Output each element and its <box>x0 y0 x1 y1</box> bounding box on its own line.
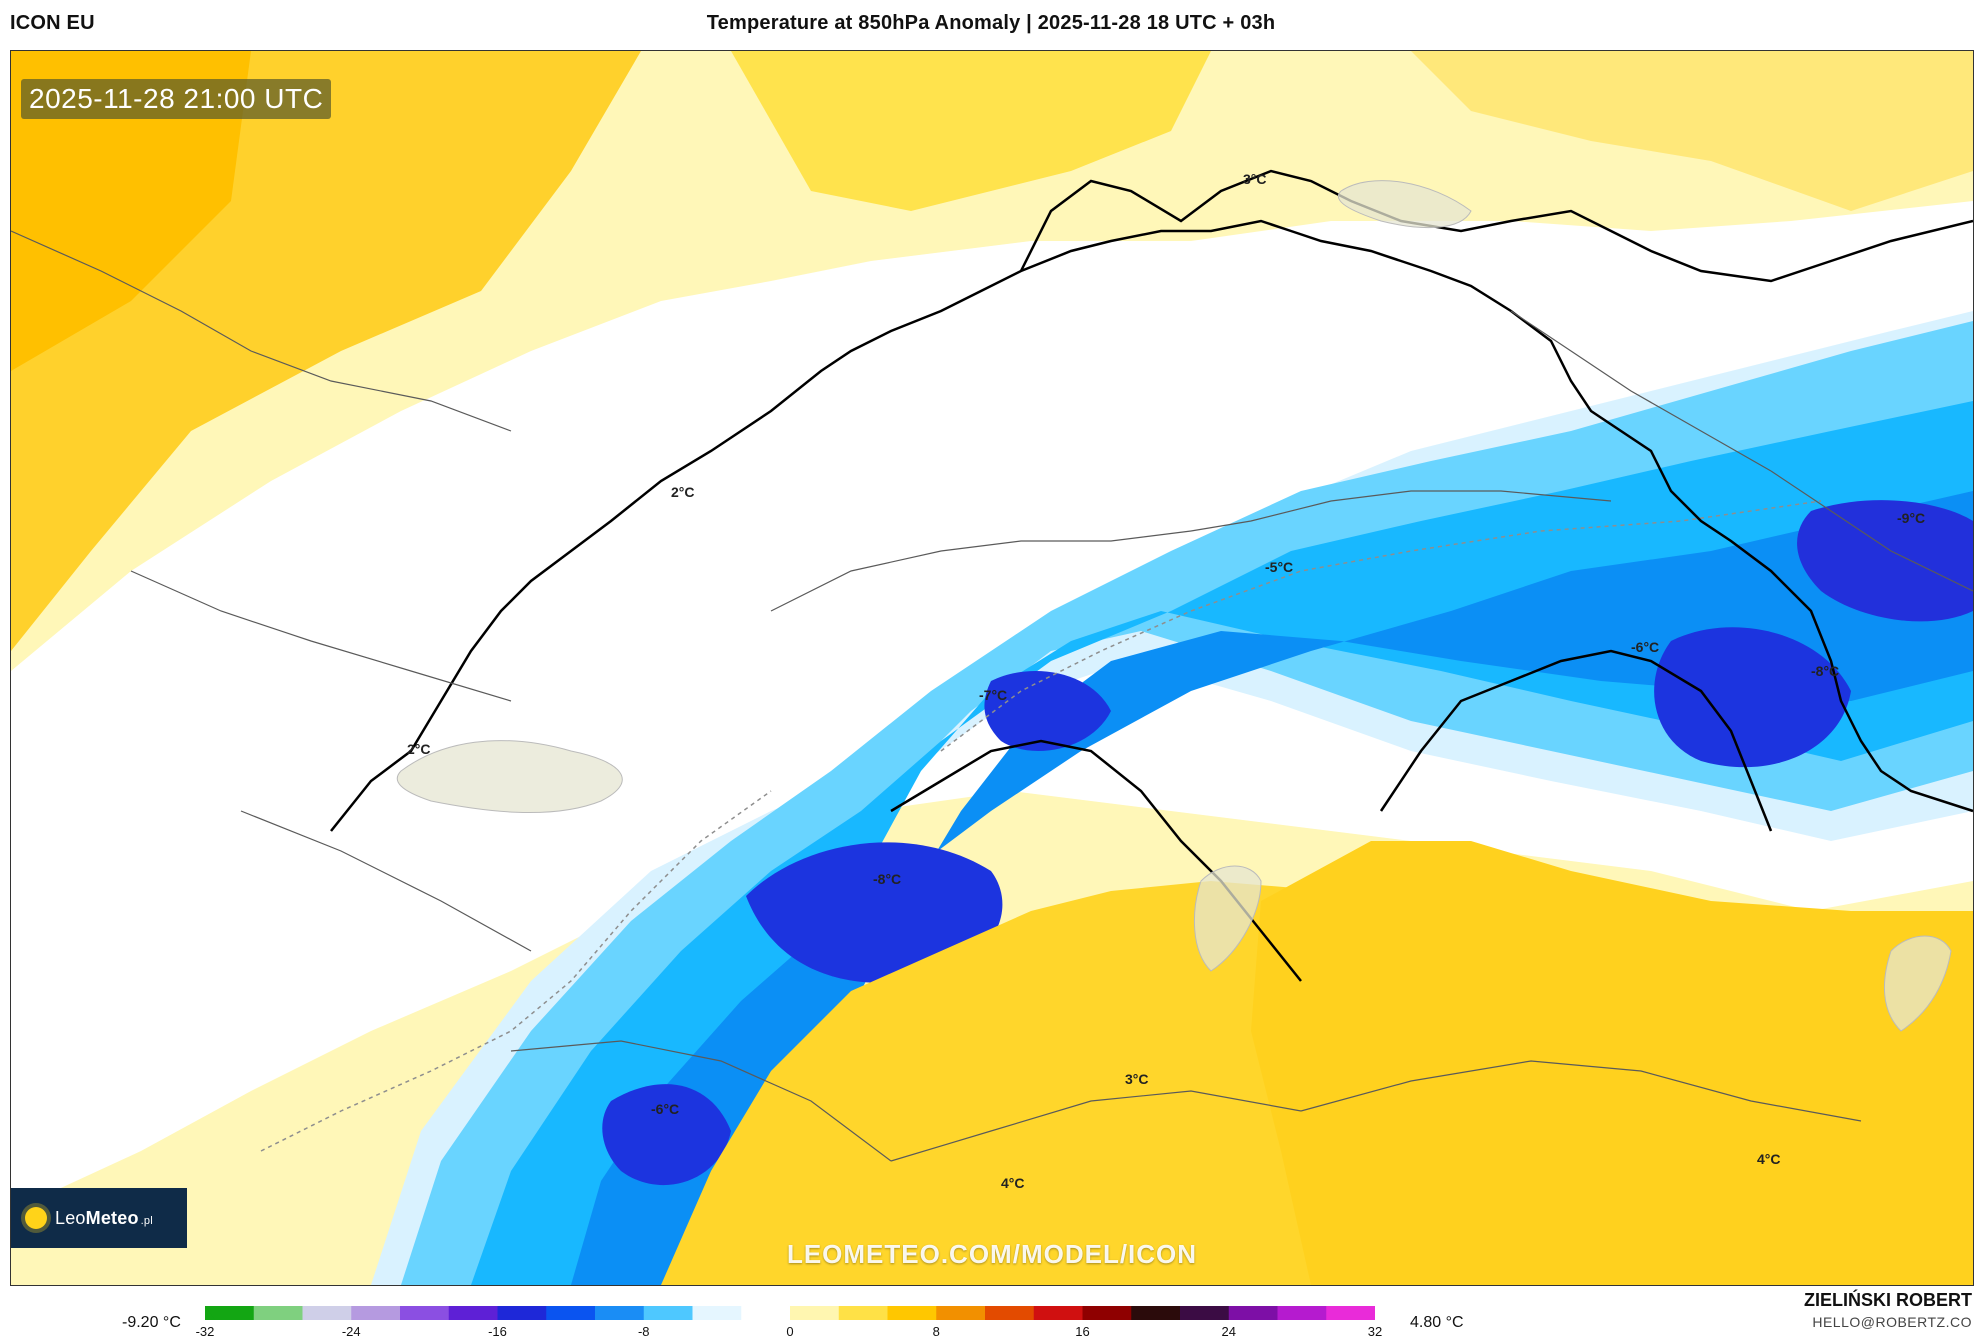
color-legend: -9.20 °C -32 -24 -16 -8 0 8 16 24 32 4.80 °C <box>0 1290 1982 1338</box>
temperature-label: 2°C <box>671 484 695 500</box>
legend-tick-label: -16 <box>488 1324 507 1338</box>
temperature-label: -7°C <box>979 687 1008 703</box>
lake-maggiore <box>1193 865 1262 972</box>
region-line-5 <box>890 1090 1302 1162</box>
legend-tick-label: -24 <box>341 1324 361 1338</box>
region-line-4 <box>510 1040 892 1162</box>
legend-color-segment <box>302 1306 352 1320</box>
legend-right-cap <box>1365 1306 1375 1320</box>
legend-color-segment <box>692 1306 742 1320</box>
legend-color-segment <box>448 1306 498 1320</box>
legend-min-value: -9.20 °C <box>122 1314 181 1331</box>
logo-suffix: .pl <box>140 1214 153 1227</box>
leometeo-logo: LeoMeteo .pl <box>11 1188 187 1248</box>
legend-tick-label: -32 <box>195 1324 215 1338</box>
lake-constance <box>1338 180 1472 228</box>
legend-color-segment <box>1131 1306 1181 1320</box>
legend-color-segment <box>497 1306 547 1320</box>
legend-color-segment <box>1326 1306 1375 1320</box>
author-email: HELLO@ROBERTZ.CO <box>1812 1314 1972 1330</box>
temperature-label: 4°C <box>1001 1175 1025 1191</box>
lake-garda <box>1883 935 1952 1032</box>
legend-color-segment <box>790 1306 840 1320</box>
legend-color-segment <box>741 1306 791 1320</box>
region-line-9 <box>1510 310 1772 472</box>
coldest-core-southwest <box>602 1084 731 1186</box>
temperature-anomaly-map <box>11 51 1973 1285</box>
temperature-label: -8°C <box>873 871 902 887</box>
border-south-east <box>1379 649 1773 832</box>
legend-color-segment <box>1033 1306 1083 1320</box>
coldest-core-west <box>746 842 1003 983</box>
legend-tick-label: 24 <box>1221 1324 1236 1338</box>
author-name: ZIELIŃSKI ROBERT <box>1803 1290 1972 1310</box>
region-line-2 <box>130 570 512 702</box>
map-title: Temperature at 850hPa Anomaly | 2025-11-… <box>706 12 1276 34</box>
temperature-label: -9°C <box>1897 510 1926 526</box>
legend-tick-label: -8 <box>637 1324 650 1338</box>
logo-wordmark: LeoMeteo .pl <box>55 1208 153 1229</box>
model-name: ICON EU <box>10 12 95 34</box>
legend-color-segment <box>253 1306 303 1320</box>
dashed-isoline-east <box>940 500 1822 752</box>
legend-color-segment <box>936 1306 986 1320</box>
warm-region-southeast <box>1251 841 1973 1285</box>
legend-max-value: 4.80 °C <box>1410 1314 1464 1331</box>
border-main <box>330 219 1973 832</box>
region-line-6 <box>1300 1060 1862 1122</box>
coldest-core-northeast <box>1797 500 1973 622</box>
logo-text-light: Leo <box>55 1207 86 1228</box>
legend-color-segment <box>643 1306 693 1320</box>
legend-color-segment <box>351 1306 401 1320</box>
region-line-10 <box>1770 470 1973 592</box>
legend-color-segment <box>400 1306 450 1320</box>
legend-color-bar <box>205 1306 1375 1320</box>
legend-tick-label: 32 <box>1367 1324 1383 1338</box>
regional-boundaries <box>11 230 1973 1162</box>
site-watermark: LEOMETEO.COM/MODEL/ICON <box>786 1239 1198 1269</box>
temperature-label: -6°C <box>1631 639 1660 655</box>
region-line-7 <box>770 530 1192 612</box>
temperature-label: 4°C <box>1757 1151 1781 1167</box>
legend-color-segment <box>887 1306 937 1320</box>
region-line-3 <box>240 810 532 952</box>
temperature-label: -8°C <box>1811 663 1840 679</box>
legend-color-segment <box>985 1306 1035 1320</box>
temperature-label: 3°C <box>1125 1071 1149 1087</box>
temperature-label: -6°C <box>651 1101 680 1117</box>
weather-map[interactable]: 2025-11-28 21:00 UTC 3°C 2°C -5°C -9°C -… <box>10 50 1974 1286</box>
legend-color-segment <box>595 1306 645 1320</box>
lake-geneva <box>396 740 623 814</box>
legend-left-cap <box>205 1306 215 1320</box>
legend-tick-label: 8 <box>932 1324 940 1338</box>
legend-color-segment <box>1228 1306 1278 1320</box>
sun-icon <box>25 1207 47 1229</box>
legend-color-segment <box>838 1306 888 1320</box>
legend-color-segment <box>1082 1306 1132 1320</box>
legend-color-segment <box>1277 1306 1327 1320</box>
legend-tick-label: 0 <box>786 1324 794 1338</box>
legend-bar-svg <box>205 1306 1375 1320</box>
region-line-1 <box>11 230 512 432</box>
warmer-region-northwest <box>11 51 251 371</box>
temperature-label: 3°C <box>1243 171 1267 187</box>
region-line-8 <box>1190 490 1612 532</box>
dashed-isoline-west <box>260 790 772 1152</box>
coldest-core-central <box>984 671 1111 751</box>
legend-color-segment <box>205 1306 255 1320</box>
legend-color-segment <box>546 1306 596 1320</box>
warm-region-northeast <box>1411 51 1973 211</box>
temperature-label: -5°C <box>1265 559 1294 575</box>
forecast-timestamp: 2025-11-28 21:00 UTC <box>21 79 332 119</box>
logo-text-bold: Meteo <box>85 1207 139 1228</box>
coldest-core-east <box>1654 627 1851 768</box>
legend-color-segment <box>1180 1306 1230 1320</box>
legend-tick-label: 16 <box>1075 1324 1090 1338</box>
temperature-label: 2°C <box>407 741 431 757</box>
warm-region-north <box>731 51 1211 211</box>
